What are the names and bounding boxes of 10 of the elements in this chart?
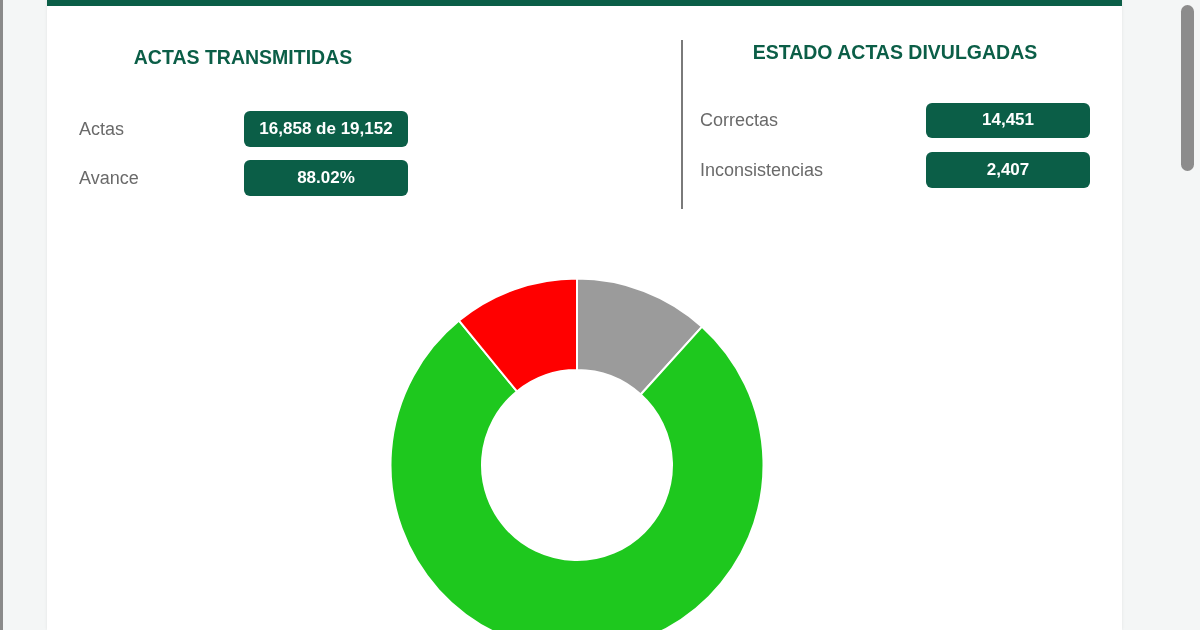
badge: 88.02% <box>244 160 408 196</box>
badge: 2,407 <box>926 152 1090 188</box>
text: Inconsistencias <box>700 158 824 181</box>
text: ESTADO ACTAS DIVULGADAS <box>752 40 1038 64</box>
text: Correctas <box>700 109 779 132</box>
badge: 14,451 <box>926 102 1090 138</box>
badge: 16,858 de 19,152 <box>244 111 408 147</box>
text: Avance <box>79 167 139 189</box>
text: Actas <box>79 118 125 140</box>
text: ACTAS TRANSMITIDAS <box>133 45 353 69</box>
